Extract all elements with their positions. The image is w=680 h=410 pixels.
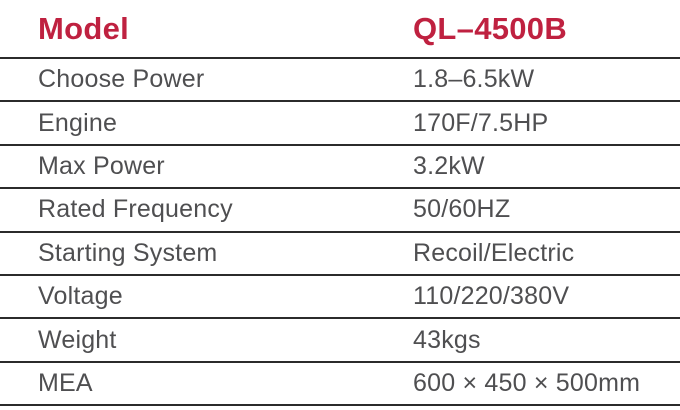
spec-row-mea: MEA 600 × 450 × 500mm [0,360,680,404]
spec-value: 110/220/380V [413,282,570,311]
spec-label: Max Power [38,151,165,180]
spec-value: 600 × 450 × 500mm [413,368,641,397]
spec-label: Weight [38,325,117,354]
spec-row-weight: Weight 43kgs [0,317,680,360]
spec-row-starting-system: Starting System Recoil/Electric [0,230,680,274]
table-header-row: Model QL–4500B [0,0,680,57]
spec-value: 50/60HZ [413,195,511,224]
spec-value: 170F/7.5HP [413,108,549,137]
spec-value: 3.2kW [413,151,485,180]
spec-row-max-power: Max Power 3.2kW [0,143,680,187]
spec-label: MEA [38,368,93,397]
spec-row-engine: Engine 170F/7.5HP [0,100,680,143]
spec-row-choose-power: Choose Power 1.8–6.5kW [0,57,680,100]
spec-value: 1.8–6.5kW [413,65,535,94]
spec-value: Recoil/Electric [413,238,575,267]
spec-row-voltage: Voltage 110/220/380V [0,273,680,317]
spec-label: Starting System [38,238,218,267]
spec-value: 43kgs [413,325,481,354]
spec-label: Rated Frequency [38,195,233,224]
spec-label: Choose Power [38,65,205,94]
model-number-value: QL–4500B [413,10,568,46]
model-header-label: Model [38,10,130,46]
spec-label: Voltage [38,282,123,311]
spec-row-rated-frequency: Rated Frequency 50/60HZ [0,187,680,230]
spec-label: Engine [38,108,118,137]
